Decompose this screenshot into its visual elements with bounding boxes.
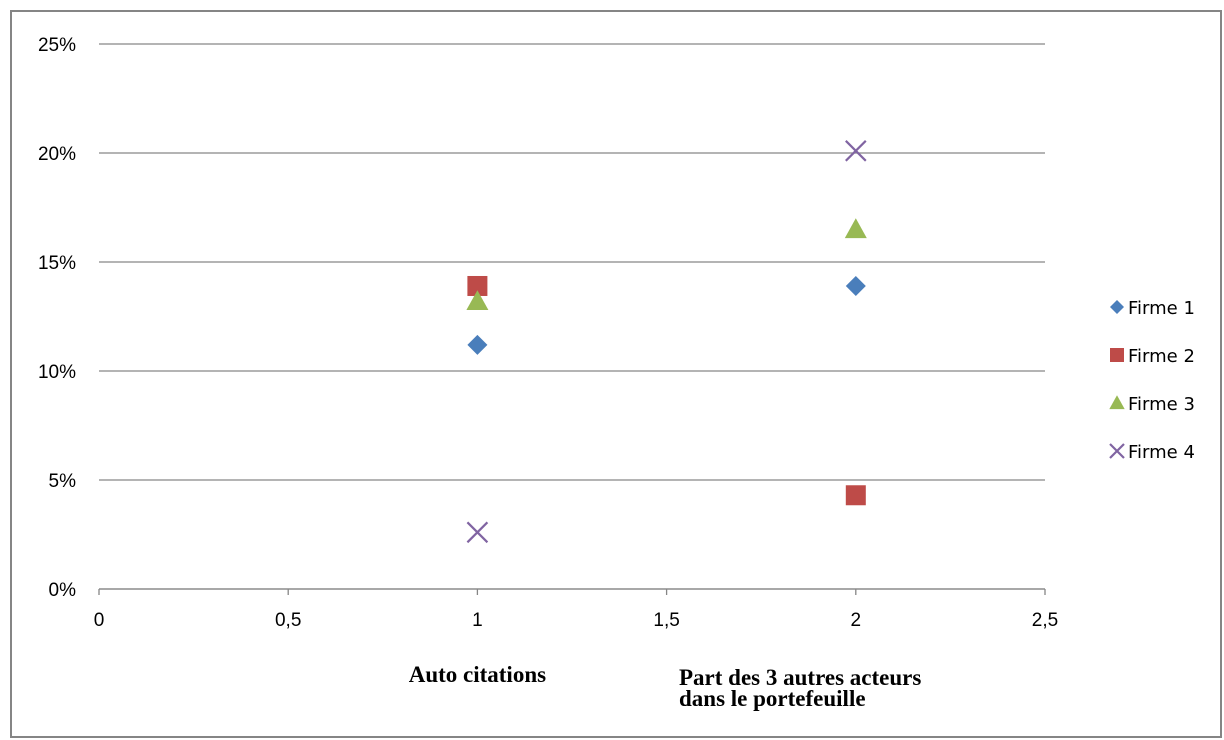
y-tick-label: 15% bbox=[38, 253, 76, 274]
y-tick-label: 0% bbox=[49, 580, 77, 601]
legend-entry: Firme 1 bbox=[1110, 298, 1195, 319]
legend-marker-diamond bbox=[1110, 300, 1124, 314]
y-tick-label: 5% bbox=[49, 471, 77, 492]
x-tick-label: 1 bbox=[472, 610, 483, 631]
data-point-square bbox=[467, 275, 488, 296]
legend-marker-x bbox=[1109, 443, 1125, 459]
data-point-diamond bbox=[467, 334, 488, 355]
category-label-line: Part des 3 autres acteurs bbox=[679, 665, 921, 690]
x-tick-label: 0,5 bbox=[275, 610, 301, 631]
x-tick-label: 1,5 bbox=[653, 610, 679, 631]
data-point-square bbox=[845, 485, 866, 506]
data-point-triangle bbox=[844, 218, 867, 239]
category-label-line: Auto citations bbox=[409, 662, 546, 687]
legend-entry: Firme 2 bbox=[1110, 346, 1195, 367]
legend-entry: Firme 4 bbox=[1109, 442, 1195, 463]
data-points bbox=[466, 140, 867, 544]
chart-frame bbox=[10, 10, 1222, 738]
legend-marker-square bbox=[1110, 348, 1124, 362]
y-tick-label: 25% bbox=[38, 35, 76, 56]
category-label-line: dans le portefeuille bbox=[679, 686, 866, 711]
x-tick-label: 0 bbox=[94, 610, 105, 631]
legend-label: Firme 2 bbox=[1128, 346, 1195, 367]
x-axis bbox=[98, 588, 1046, 595]
y-tick-label: 10% bbox=[38, 362, 76, 383]
category-labels: Auto citations Part des 3 autres acteurs d… bbox=[409, 662, 922, 711]
x-tick-label: 2,5 bbox=[1032, 610, 1058, 631]
x-tick-label: 2 bbox=[851, 610, 862, 631]
legend-label: Firme 3 bbox=[1128, 394, 1195, 415]
category-label: Part des 3 autres acteurs dans le portefe… bbox=[679, 665, 921, 711]
data-point-x bbox=[466, 521, 489, 544]
x-tick-labels: 0 0,5 1 1,5 2 2,5 bbox=[94, 610, 1059, 631]
legend: Firme 1 Firme 2 Firme 3 Firme 4 bbox=[1109, 298, 1195, 463]
y-tick-labels: 0% 5% 10% 15% 20% 25% bbox=[38, 35, 76, 601]
legend-label: Firme 4 bbox=[1128, 442, 1195, 463]
legend-label: Firme 1 bbox=[1128, 298, 1195, 319]
data-point-diamond bbox=[845, 275, 866, 296]
data-point-triangle bbox=[466, 290, 489, 311]
y-tick-label: 20% bbox=[38, 144, 76, 165]
data-point-x bbox=[845, 140, 867, 162]
legend-marker-triangle bbox=[1109, 395, 1125, 410]
category-label: Auto citations bbox=[409, 662, 546, 687]
gridlines bbox=[99, 43, 1045, 590]
legend-entry: Firme 3 bbox=[1109, 394, 1195, 415]
